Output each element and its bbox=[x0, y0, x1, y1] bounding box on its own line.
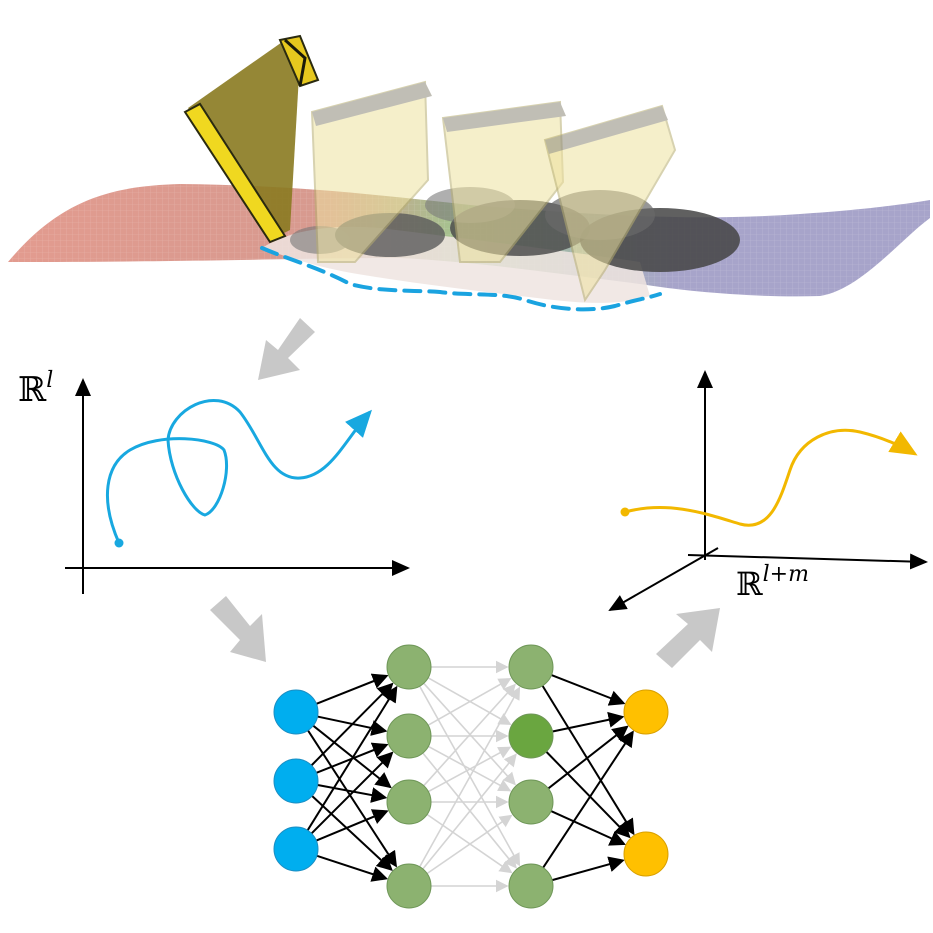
latent-start-point bbox=[114, 538, 124, 548]
neural-network bbox=[273, 644, 669, 909]
flow-arrow-1 bbox=[258, 318, 315, 380]
network-edge-l0-2-1 bbox=[310, 751, 394, 835]
network-node-l1-2 bbox=[386, 779, 432, 825]
network-edge-l1-3-0 bbox=[419, 686, 521, 868]
network-edge-l0-2-3 bbox=[316, 854, 389, 882]
network-edge-l1-3-1 bbox=[422, 753, 517, 870]
network-edge-l1-0-2 bbox=[423, 682, 516, 786]
network-node-l2-3 bbox=[508, 863, 554, 909]
excavation-scene bbox=[8, 34, 930, 312]
network-edge-l1-1-0 bbox=[427, 678, 512, 726]
network-node-l1-0 bbox=[386, 644, 432, 690]
network-edge-l2-3-1 bbox=[551, 856, 625, 882]
excavation-outline bbox=[260, 246, 662, 312]
network-edge-l0-0-3 bbox=[307, 729, 398, 868]
network-edge-l1-2-1 bbox=[427, 746, 512, 793]
augmented-space-label: ℝl+m bbox=[736, 562, 809, 603]
network-edge-l2-0-1 bbox=[541, 685, 635, 836]
network-edge-l0-1-2 bbox=[317, 784, 388, 803]
network-edge-l2-3-0 bbox=[542, 730, 634, 869]
bucket-solid bbox=[183, 34, 320, 244]
flow-arrow-2 bbox=[210, 596, 266, 662]
network-nodes bbox=[273, 644, 669, 909]
bucket-ghost-1 bbox=[310, 80, 432, 263]
network-edge-l0-1-3 bbox=[311, 795, 393, 872]
network-node-l3-0 bbox=[623, 689, 669, 735]
network-node-l1-3 bbox=[386, 863, 432, 909]
network-edge-l2-1-1 bbox=[545, 751, 631, 839]
bucket-ghost-3 bbox=[543, 104, 677, 303]
latent-space-label: ℝl bbox=[18, 368, 54, 410]
network-edge-l0-1-0 bbox=[310, 682, 394, 767]
aug-x-axis bbox=[687, 553, 928, 570]
network-edge-l1-1-2 bbox=[427, 745, 512, 792]
network-node-l0-0 bbox=[273, 689, 319, 735]
augmented-start-point bbox=[620, 507, 630, 517]
augmented-space-plot bbox=[608, 370, 928, 611]
network-edge-l1-0-3 bbox=[419, 685, 521, 867]
network-node-l2-0 bbox=[508, 644, 554, 690]
latent-space-plot bbox=[65, 378, 410, 594]
augmented-trajectory bbox=[624, 428, 918, 527]
network-node-l3-1 bbox=[623, 831, 669, 877]
network-edge-l0-2-2 bbox=[315, 809, 389, 842]
network-node-l0-1 bbox=[273, 758, 319, 804]
network-edge-l2-0-0 bbox=[551, 674, 626, 706]
latent-trajectory bbox=[106, 399, 372, 544]
network-edge-l1-2-0 bbox=[423, 683, 516, 787]
network-edge-l0-0-2 bbox=[312, 724, 392, 789]
network-edge-l0-0-0 bbox=[316, 673, 389, 705]
network-edge-l2-2-1 bbox=[550, 810, 626, 846]
network-edge-l1-2-3 bbox=[426, 813, 513, 874]
network-edge-l0-2-0 bbox=[306, 685, 398, 831]
network-node-l1-1 bbox=[386, 713, 432, 759]
network-edge-l1-0-1 bbox=[427, 677, 512, 725]
network-node-l2-2 bbox=[508, 779, 554, 825]
network-node-l0-2 bbox=[273, 826, 319, 872]
network-edge-l2-1-0 bbox=[552, 711, 625, 733]
network-edge-l1-3-2 bbox=[426, 814, 513, 875]
network-node-l2-1 bbox=[508, 713, 554, 759]
flow-arrow-3 bbox=[656, 608, 720, 668]
network-edge-l1-1-3 bbox=[422, 752, 517, 869]
aug-y-axis bbox=[608, 547, 719, 611]
bucket-ghost-2 bbox=[441, 100, 566, 263]
network-edge-l2-2-0 bbox=[547, 725, 629, 790]
network-edges bbox=[306, 660, 635, 893]
